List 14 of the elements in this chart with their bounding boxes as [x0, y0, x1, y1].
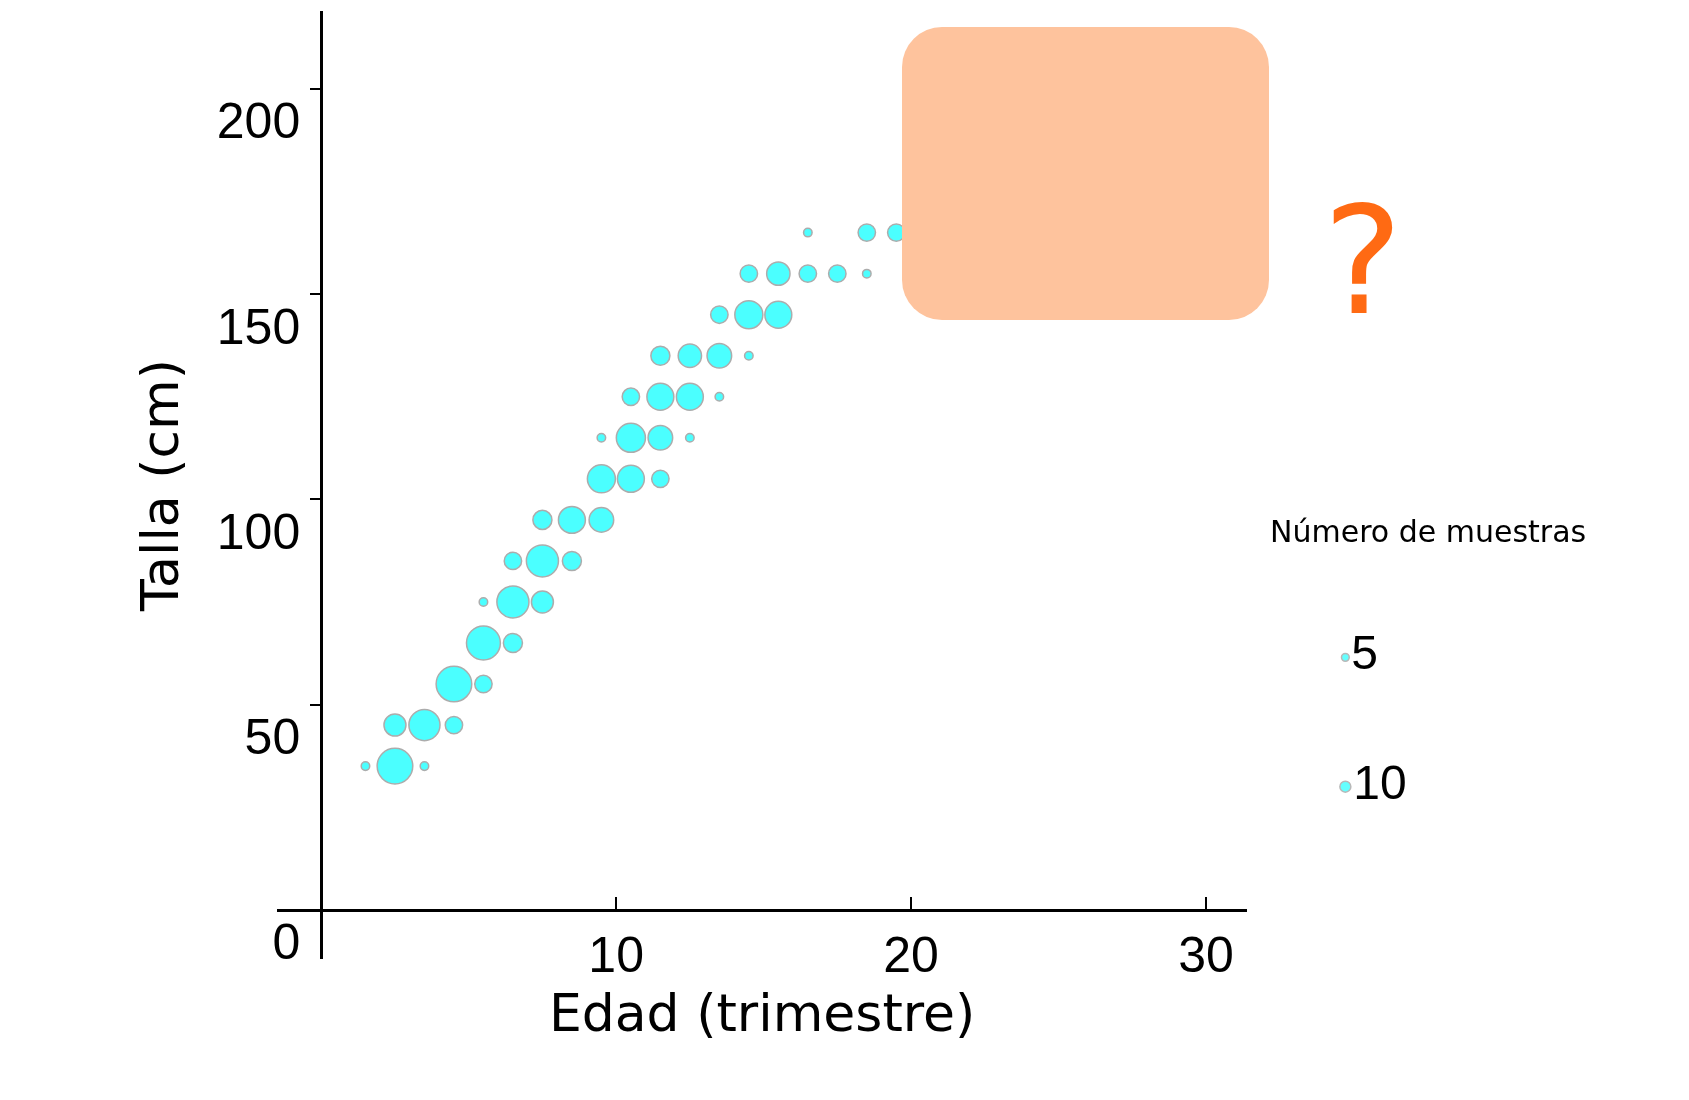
legend-label: 5 — [1351, 626, 1378, 680]
x-tick-label: 20 — [883, 926, 939, 983]
x-tick-label: 10 — [588, 926, 644, 983]
x-tick-label: 30 — [1178, 926, 1234, 983]
y-tick-label: 100 — [216, 503, 301, 560]
y-axis-title: Talla (cm) — [130, 358, 191, 613]
legend-label: 10 — [1353, 755, 1407, 809]
text: ? — [1323, 174, 1403, 348]
y-tick-label: 200 — [216, 93, 301, 150]
x-axis-title: Edad (trimestre) — [548, 982, 976, 1043]
y-tick-label: 50 — [244, 709, 301, 766]
legend-title: Número de muestras — [1270, 514, 1587, 549]
y-tick-label: 150 — [216, 298, 301, 355]
y-tick-label: 0 — [272, 914, 301, 971]
